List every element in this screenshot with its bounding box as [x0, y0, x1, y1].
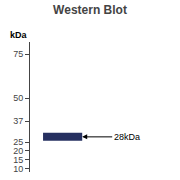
svg-text:10: 10: [13, 164, 23, 174]
svg-text:Western Blot: Western Blot: [53, 3, 127, 17]
svg-text:20: 20: [13, 146, 23, 156]
svg-text:25: 25: [13, 137, 23, 147]
svg-text:15: 15: [13, 155, 23, 165]
svg-text:kDa: kDa: [10, 30, 28, 40]
svg-text:37: 37: [13, 116, 23, 126]
svg-text:28kDa: 28kDa: [114, 132, 140, 142]
svg-text:50: 50: [13, 93, 23, 103]
svg-text:75: 75: [13, 49, 23, 59]
